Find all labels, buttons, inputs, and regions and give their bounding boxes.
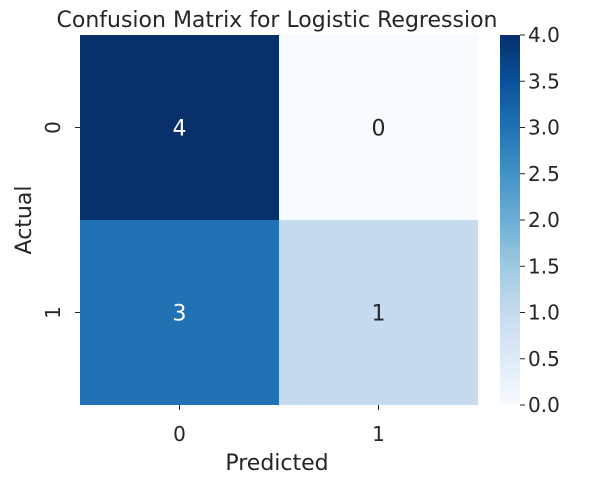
y-tick-label: 1 — [41, 306, 65, 319]
colorbar: 0.0 0.5 1.0 1.5 2.0 2.5 3.0 3.5 4.0 — [500, 23, 560, 417]
cell-value-label: 0 — [372, 117, 386, 142]
colorbar-tick-label: 3.5 — [528, 69, 560, 93]
heatmap-cell — [279, 220, 478, 405]
cell-value-label: 1 — [372, 302, 386, 327]
colorbar-gradient — [500, 35, 520, 405]
x-axis-label: Predicted — [225, 451, 328, 476]
colorbar-tick-label: 0.0 — [528, 393, 560, 417]
colorbar-tick-label: 2.5 — [528, 162, 560, 186]
x-tick-label: 1 — [372, 422, 385, 446]
cell-value-label: 3 — [173, 302, 187, 327]
heatmap-cell — [80, 35, 279, 220]
y-axis-label: Actual — [12, 186, 37, 255]
cell-value-label: 4 — [173, 117, 187, 142]
colorbar-tick-label: 1.5 — [528, 254, 560, 278]
colorbar-tick-label: 3.0 — [528, 116, 560, 140]
colorbar-tick-label: 2.0 — [528, 208, 560, 232]
heatmap-cells: 4 0 3 1 — [80, 35, 478, 405]
heatmap-cell — [80, 220, 279, 405]
y-axis-ticks: 01 — [41, 121, 80, 319]
x-tick-label: 0 — [173, 422, 186, 446]
y-tick-label: 0 — [41, 121, 65, 134]
colorbar-tick-label: 4.0 — [528, 23, 560, 47]
colorbar-tick-label: 1.0 — [528, 301, 560, 325]
heatmap-cell — [279, 35, 478, 220]
colorbar-tick-label: 0.5 — [528, 347, 560, 371]
chart-title: Confusion Matrix for Logistic Regression — [57, 8, 498, 33]
